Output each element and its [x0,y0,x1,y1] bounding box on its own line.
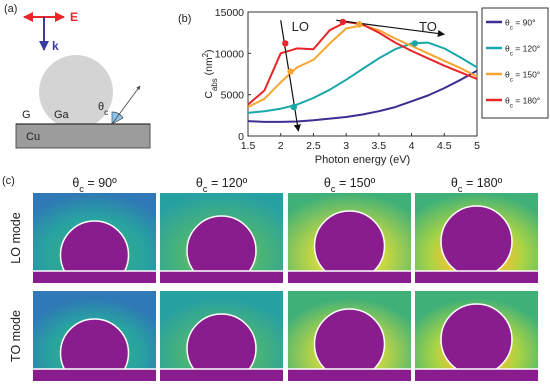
y-label-part: abs [210,78,219,91]
y-tick-label: 5000 [221,90,245,102]
particle [440,205,513,278]
panel-a: (a) E k G Ga θc Cu [4,3,151,149]
particle [59,318,130,381]
x-tick-label: 4.5 [437,140,452,152]
y-label-part: (nm [203,57,215,78]
x-axis-label: Photon energy (eV) [315,154,410,166]
x-tick-label: 2 [278,140,284,152]
field-map [160,193,283,283]
x-tick-label: 5 [474,140,480,152]
panel-label: (a) [4,3,17,15]
particle [186,215,257,283]
marker [339,18,347,26]
field-map [415,193,538,283]
y-label-part: 2 [201,53,210,57]
annotation-arrow [336,19,445,38]
marker [290,103,297,111]
substrate [415,271,538,283]
substrate [160,271,283,283]
x-tick-label: 3 [343,140,349,152]
annotation: TO [419,19,437,34]
row-label: LO mode [9,212,23,263]
field-label: E [70,10,78,24]
column-header: θc = 120º [196,176,248,194]
x-tick-label: 3.5 [372,140,387,152]
legend-label: θc = 150° [505,70,540,84]
particle-label: Ga [54,109,70,121]
field-map [33,193,156,283]
x-tick-label: 1.5 [241,140,256,152]
line [247,69,478,123]
y-tick-label: 15000 [215,7,244,19]
y-axis-label: Cabs (nm2) [201,49,219,98]
legend-label: θc = 90° [505,18,535,32]
field-map [160,291,283,381]
k-label: k [52,39,59,53]
graphene-label: G [22,109,31,121]
field-maps [33,193,538,381]
substrate [288,369,411,381]
substrate [15,123,151,149]
y-tick-label: 10000 [215,48,244,60]
marker [287,68,294,75]
legend-label: θc = 120° [505,44,540,58]
field-map [33,291,156,381]
field-map [288,291,411,381]
substrate [288,271,411,283]
annotation: LO [292,19,309,34]
legend-label: θc = 180° [505,96,540,110]
field-map [288,193,411,283]
column-header: θc = 180º [451,176,503,194]
panel-label: (b) [178,13,191,25]
marker [282,40,289,47]
y-label-part: ) [203,49,215,53]
annotation-arrow [280,20,301,132]
particle [186,313,257,381]
column-header: θc = 150º [324,176,376,194]
substrate [33,369,156,381]
field-map [415,291,538,381]
panel-label: (c) [2,175,15,187]
marker [411,40,419,47]
particle [59,220,130,283]
angle-label: θc [98,101,108,117]
substrate [415,369,538,381]
particle [39,55,113,129]
row-label: TO mode [9,310,23,362]
substrate-label: Cu [26,131,40,143]
y-label-part: C [203,91,215,99]
tangent-arrow [111,85,141,125]
substrate [160,369,283,381]
substrate [33,271,156,283]
x-tick-label: 4 [409,140,415,152]
column-header: θc = 90º [72,176,117,194]
particle [440,303,513,376]
x-tick-label: 2.5 [306,140,321,152]
marker [356,21,363,28]
angle-wedge [111,111,124,125]
line [247,41,478,114]
y-tick-label: 0 [238,131,244,143]
